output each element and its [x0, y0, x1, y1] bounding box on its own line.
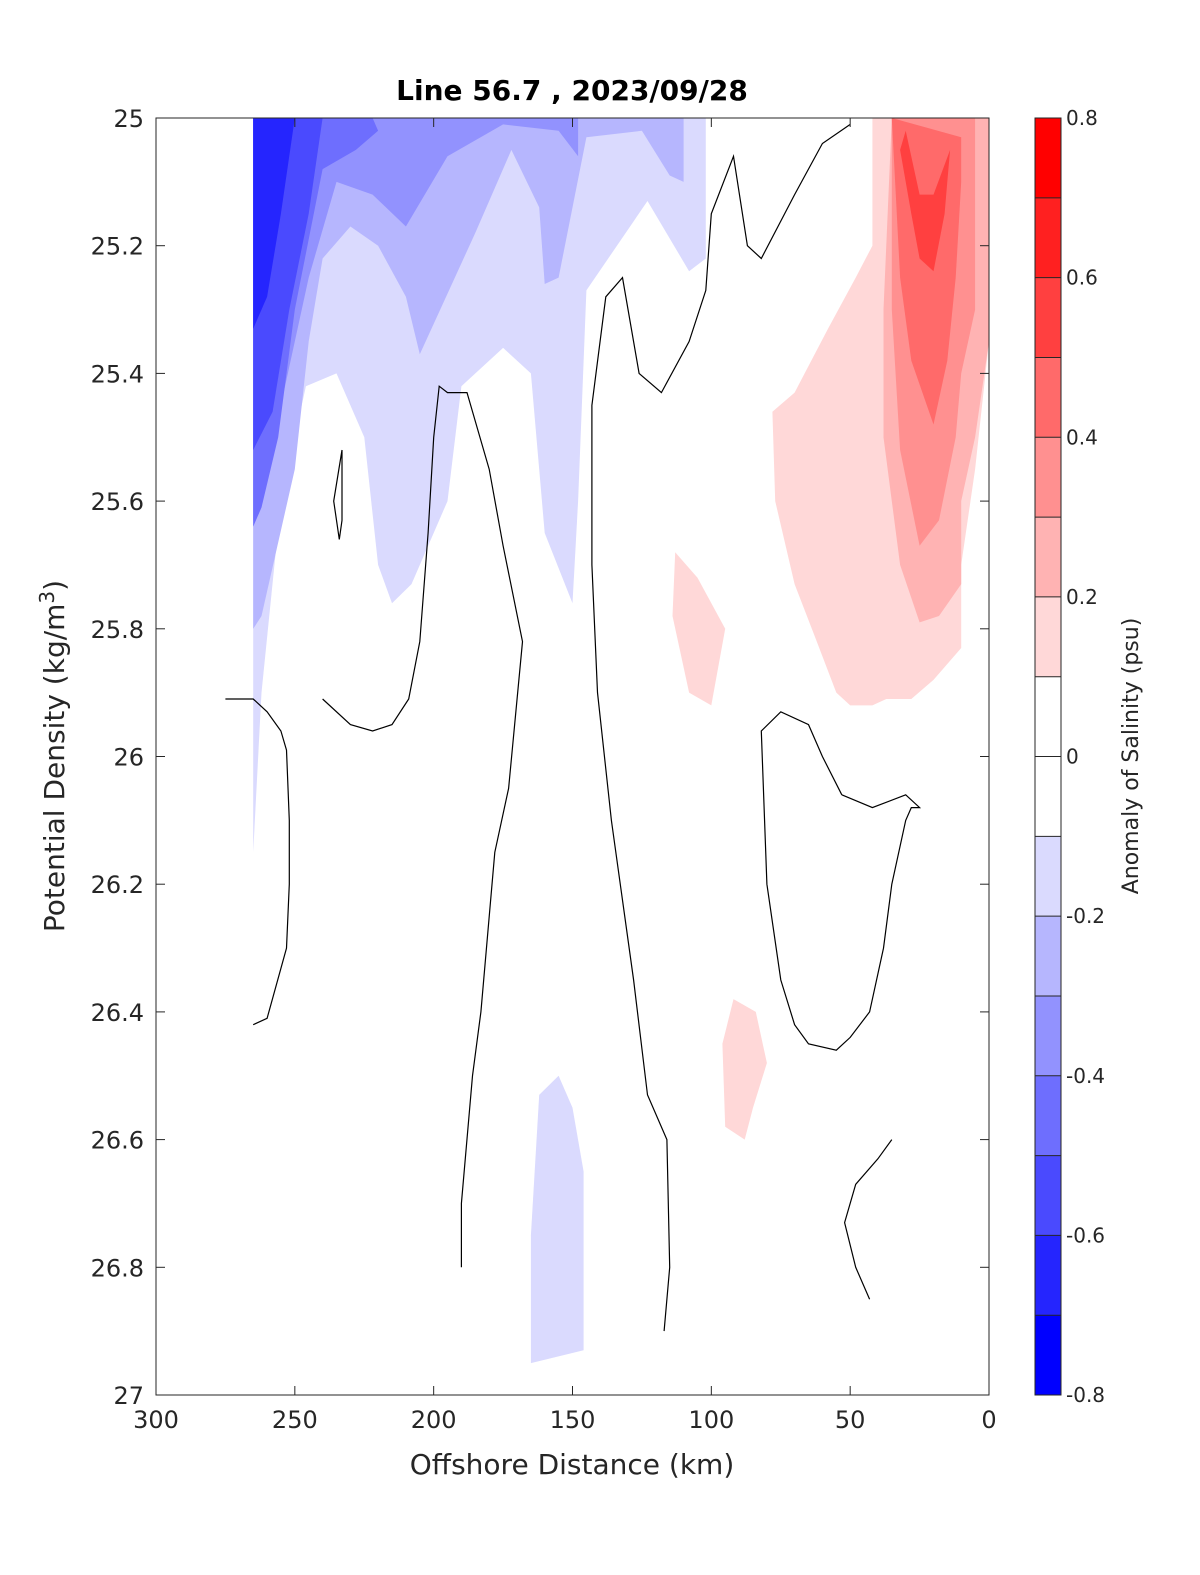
- x-tick-label: 300: [133, 1406, 179, 1434]
- y-tick-label: 26.8: [91, 1254, 144, 1282]
- y-axis-title: Potential Density (kg/m3): [35, 580, 71, 932]
- colorbar-swatch: [1035, 1235, 1061, 1316]
- colorbar-title: Anomaly of Salinity (psu): [1119, 618, 1144, 895]
- contour-region-pos-0.1-blob-a: [672, 552, 726, 706]
- contour-region-pos-0.1-blob-b: [722, 999, 767, 1140]
- y-axis-title-close: ): [38, 580, 71, 591]
- colorbar-swatches: [1035, 118, 1061, 1395]
- colorbar-swatch: [1035, 437, 1061, 518]
- y-axis-ticks: 25 25.2 25.4 25.6 25.8 26 26.2 26.4 26.6 26.8 27: [91, 105, 989, 1410]
- x-tick-label: 0: [981, 1406, 996, 1434]
- y-axis-title-sup: 3: [35, 591, 59, 604]
- colorbar-swatch: [1035, 916, 1061, 996]
- chart-title: Line 56.7 , 2023/09/28: [396, 74, 748, 107]
- x-axis-ticks: 300 250 200 150 100 50 0: [133, 118, 997, 1434]
- x-tick-label: 250: [272, 1406, 318, 1434]
- y-tick-label: 25.2: [91, 233, 144, 261]
- contour-region-pos-0.5: [900, 130, 951, 272]
- colorbar-tick-label: -0.2: [1066, 904, 1105, 928]
- filled-contour-regions: [253, 118, 989, 1364]
- y-tick-label: 26.6: [91, 1127, 144, 1155]
- colorbar-swatch: [1035, 676, 1061, 757]
- colorbar-swatch: [1035, 357, 1061, 438]
- y-tick-label: 26.2: [91, 871, 144, 899]
- colorbar: 0.8 0.6 0.4 0.2 0 -0.2 -0.4 -0.6 -0.8: [1034, 106, 1105, 1407]
- contour-region-neg-0.1-deep: [530, 1075, 584, 1364]
- colorbar-swatch: [1035, 756, 1061, 837]
- colorbar-swatch: [1035, 517, 1061, 597]
- colorbar-tick-label: 0.6: [1066, 266, 1098, 290]
- colorbar-tick-label: -0.8: [1066, 1383, 1105, 1407]
- contour-region-neg-0.6: [253, 118, 295, 329]
- x-axis-title: Offshore Distance (km): [410, 1448, 735, 1481]
- y-tick-label: 27: [113, 1382, 144, 1410]
- colorbar-swatch: [1035, 118, 1061, 198]
- colorbar-swatch: [1035, 197, 1061, 278]
- contour-line-zero-line-a: [225, 698, 290, 1026]
- zero-contour-lines: [225, 123, 922, 1332]
- x-tick-label: 100: [688, 1406, 734, 1434]
- colorbar-tick-label: -0.6: [1066, 1223, 1105, 1247]
- y-axis-title-main: Potential Density (kg/m: [38, 604, 71, 933]
- colorbar-swatch: [1035, 596, 1061, 677]
- colorbar-swatch: [1035, 1315, 1061, 1395]
- y-tick-label: 25: [113, 105, 144, 133]
- contour-region-neg-0.1: [253, 118, 706, 853]
- x-tick-label: 50: [835, 1406, 866, 1434]
- colorbar-swatch: [1035, 1155, 1061, 1236]
- x-tick-label: 150: [550, 1406, 596, 1434]
- y-tick-label: 26.4: [91, 999, 144, 1027]
- colorbar-ticks: 0.8 0.6 0.4 0.2 0 -0.2 -0.4 -0.6 -0.8: [1035, 106, 1105, 1407]
- colorbar-tick-label: -0.4: [1066, 1064, 1105, 1088]
- contour-line-zero-line-c: [591, 123, 851, 1332]
- colorbar-tick-label: 0: [1066, 745, 1079, 769]
- colorbar-swatch: [1035, 1075, 1061, 1156]
- x-tick-label: 200: [411, 1406, 457, 1434]
- colorbar-swatch: [1035, 836, 1061, 917]
- contour-line-tick-f: [333, 449, 343, 540]
- colorbar-swatch: [1035, 995, 1061, 1076]
- colorbar-tick-label: 0.4: [1066, 425, 1098, 449]
- colorbar-tick-label: 0.8: [1066, 106, 1098, 130]
- plot-area: 300 250 200 150 100 50 0 2525.225.425.625.8262…: [91, 105, 997, 1434]
- contour-line-zero-line-b: [322, 385, 524, 1268]
- y-tick-label: 25.8: [91, 616, 144, 644]
- contour-line-loop-d: [760, 711, 922, 1051]
- colorbar-swatch: [1035, 277, 1061, 358]
- y-tick-label: 26: [113, 744, 144, 772]
- contour-line-line-e: [843, 1139, 893, 1300]
- y-tick-label: 25.6: [91, 488, 144, 516]
- y-tick-label: 25.4: [91, 360, 144, 388]
- colorbar-tick-label: 0.2: [1066, 585, 1098, 609]
